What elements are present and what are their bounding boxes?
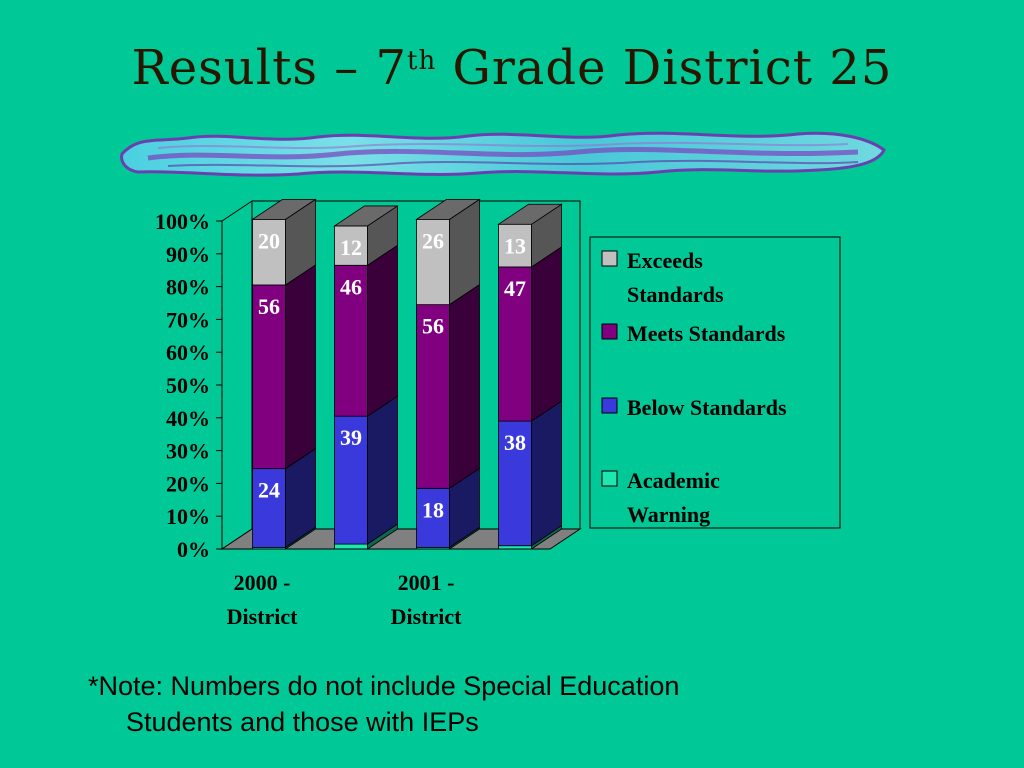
bar-segment-front bbox=[498, 266, 532, 422]
chart-walls bbox=[220, 200, 582, 550]
bar-data-label: 46 bbox=[340, 274, 362, 299]
bars: 24 56 20 39 46 12 18 56 26 38 47 13 bbox=[251, 198, 563, 550]
legend-swatch bbox=[601, 470, 618, 487]
legend-label: Meets Standards bbox=[627, 321, 786, 346]
bar-data-label: 26 bbox=[422, 228, 444, 253]
bar-top bbox=[415, 198, 481, 220]
legend-swatch bbox=[601, 323, 618, 340]
bar-segment-front bbox=[334, 225, 368, 266]
decorative-divider bbox=[120, 131, 886, 177]
bar-segment-side bbox=[367, 244, 398, 417]
x-axis: 2000 - District 2001 - District bbox=[222, 548, 550, 629]
bar-data-label: 12 bbox=[340, 235, 362, 260]
bar-segment-front bbox=[498, 420, 532, 547]
footnote-line-1: *Note: Numbers do not include Special Ed… bbox=[88, 671, 680, 701]
bar-data-label: 39 bbox=[340, 425, 362, 450]
bar-data-label: 13 bbox=[504, 233, 526, 258]
stacked-bar-chart: 0% 10% 20% 30% 40% 50% 60% 70% 80% 90% 100% 24 56 20… bbox=[155, 198, 841, 629]
bar-data-label: 56 bbox=[422, 314, 444, 339]
bar-segment-side bbox=[449, 283, 480, 490]
legend-label: Below Standards bbox=[627, 395, 787, 420]
y-tick-label: 10% bbox=[166, 504, 210, 529]
footnote: *Note: Numbers do not include Special Ed… bbox=[88, 668, 888, 740]
bar-stack: 38 47 13 bbox=[497, 203, 563, 550]
x-category-label: District bbox=[227, 604, 299, 629]
legend-swatch bbox=[601, 250, 618, 267]
bar-segment-side bbox=[531, 400, 562, 547]
bar-data-label: 24 bbox=[258, 478, 280, 503]
bar-top bbox=[333, 205, 399, 227]
bar-data-label: 20 bbox=[258, 228, 280, 253]
y-tick-label: 40% bbox=[166, 406, 210, 431]
bar-data-label: 56 bbox=[258, 294, 280, 319]
bar-data-label: 47 bbox=[504, 276, 526, 301]
x-category-label: 2000 - bbox=[234, 570, 291, 595]
legend: Exceeds Standards Meets Standards Below Sta… bbox=[589, 236, 841, 529]
bar-segment-front bbox=[416, 218, 450, 306]
footnote-line-2: Students and those with IEPs bbox=[126, 707, 479, 737]
y-tick-label: 20% bbox=[166, 471, 210, 496]
legend-label: Warning bbox=[627, 502, 710, 527]
bar-top bbox=[497, 203, 563, 225]
legend-label: Standards bbox=[627, 282, 724, 307]
bar-segment-front bbox=[252, 218, 286, 286]
y-tick-label: 50% bbox=[166, 373, 210, 398]
bar-stack: 18 56 26 bbox=[415, 198, 481, 550]
y-tick-label: 90% bbox=[166, 242, 210, 267]
legend-label: Exceeds bbox=[627, 248, 703, 273]
legend-swatch bbox=[601, 397, 618, 414]
bar-stack: 24 56 20 bbox=[251, 198, 317, 550]
legend-box bbox=[589, 236, 841, 529]
y-tick-label: 30% bbox=[166, 439, 210, 464]
y-tick-label: 70% bbox=[166, 307, 210, 332]
x-category-label: 2001 - bbox=[398, 570, 455, 595]
slide-title: Results – 7th Grade District 25 bbox=[0, 40, 1024, 96]
bar-segment-side bbox=[285, 264, 316, 470]
bar-stack: 39 46 12 bbox=[333, 205, 399, 550]
title-rest: Grade District 25 bbox=[436, 40, 893, 96]
y-axis: 0% 10% 20% 30% 40% 50% 60% 70% 80% 90% 100% bbox=[155, 209, 223, 562]
bar-data-label: 38 bbox=[504, 430, 526, 455]
bar-segment-front bbox=[334, 415, 368, 545]
bar-segment-front bbox=[498, 223, 532, 268]
title-main: Results – 7 bbox=[131, 40, 408, 96]
bar-segment-front bbox=[252, 468, 286, 548]
bar-segment-front bbox=[334, 543, 368, 550]
y-tick-label: 60% bbox=[166, 340, 210, 365]
side-wall bbox=[221, 200, 253, 550]
bar-data-label: 18 bbox=[422, 497, 444, 522]
bar-segment-side bbox=[367, 395, 398, 545]
title-superscript: th bbox=[407, 46, 437, 76]
y-tick-label: 100% bbox=[155, 209, 210, 234]
bar-top bbox=[251, 198, 317, 220]
legend-label: Academic bbox=[627, 468, 720, 493]
x-category-label: District bbox=[391, 604, 463, 629]
y-tick-label: 0% bbox=[177, 537, 210, 562]
y-tick-label: 80% bbox=[166, 275, 210, 300]
bar-segment-side bbox=[531, 246, 562, 422]
bar-segment-front bbox=[334, 264, 368, 417]
